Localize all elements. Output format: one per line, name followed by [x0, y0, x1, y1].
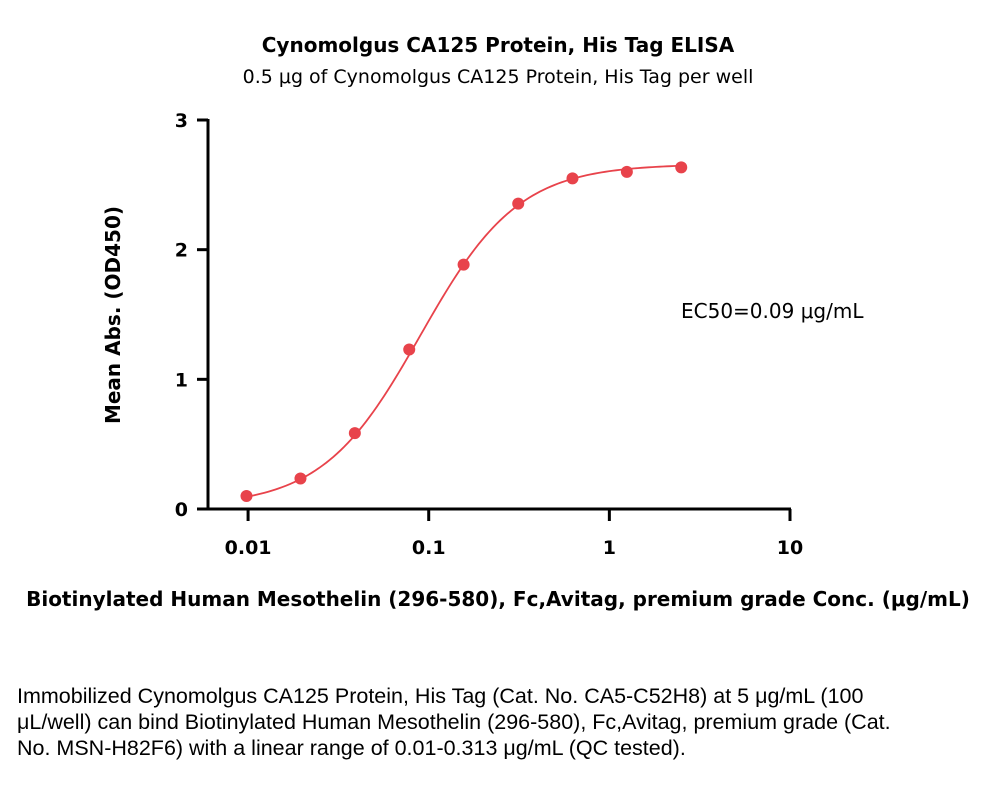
- x-axis-label: Biotinylated Human Mesothelin (296-580),…: [26, 587, 970, 611]
- data-point: [675, 161, 688, 174]
- y-tick-label: 0: [175, 499, 188, 521]
- fit-curve: [246, 164, 682, 498]
- data-point: [566, 172, 579, 185]
- x-tick-label: 0.01: [225, 537, 272, 559]
- x-tick-label: 1: [603, 537, 616, 559]
- y-axis-label: Mean Abs. (OD450): [101, 206, 125, 424]
- data-point: [457, 258, 470, 271]
- data-point: [512, 197, 525, 210]
- y-tick-label: 2: [175, 240, 188, 262]
- data-point: [294, 472, 307, 485]
- elisa-chart: Cynomolgus CA125 Protein, His Tag ELISA …: [26, 33, 970, 611]
- data-point: [348, 427, 361, 440]
- y-tick-label: 1: [175, 369, 188, 391]
- chart-title: Cynomolgus CA125 Protein, His Tag ELISA: [262, 33, 735, 57]
- figure-caption: Immobilized Cynomolgus CA125 Protein, Hi…: [17, 684, 891, 760]
- y-tick-label: 3: [175, 110, 188, 132]
- x-tick-label: 10: [777, 537, 803, 559]
- data-point: [403, 343, 416, 356]
- plot-area: [240, 161, 688, 503]
- ec50-annotation: EC50=0.09 μg/mL: [681, 299, 864, 323]
- x-tick-label: 0.1: [412, 537, 446, 559]
- data-point: [240, 490, 253, 503]
- chart-subtitle: 0.5 μg of Cynomolgus CA125 Protein, His …: [243, 66, 754, 88]
- axes: 0 1 2 3 0.01 0.1 1 10: [175, 110, 803, 559]
- data-point: [620, 165, 633, 178]
